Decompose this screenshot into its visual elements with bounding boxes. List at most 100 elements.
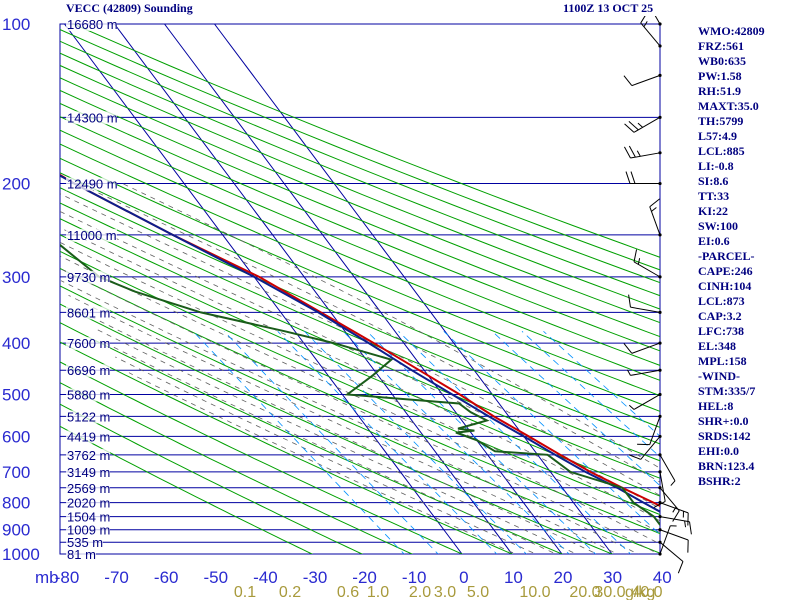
- stability-index: WB0:635: [698, 54, 746, 68]
- wind-barb-halfflag: [637, 122, 644, 128]
- dry-adiabat: [60, 202, 660, 462]
- height-labels: 16680 m 14300 m 12490 m 11000 m 9730 m 8601 m…: [66, 17, 118, 562]
- mixing-ratio-line: [192, 331, 405, 554]
- mixing-ratio-label: 30.0: [594, 584, 625, 600]
- mixing-ratio-label: 0.1: [234, 584, 256, 600]
- isotherm: [114, 23, 513, 555]
- height-label: 81 m: [67, 547, 96, 562]
- dry-adiabat: [60, 102, 660, 352]
- stability-index: SW:100: [698, 219, 738, 233]
- dry-adiabat: [60, 303, 614, 554]
- height-label: 4419 m: [67, 429, 110, 444]
- wind-barb: [623, 145, 662, 159]
- stability-index: CINH:104: [698, 279, 751, 293]
- dry-adiabat: [60, 77, 660, 324]
- dry-adiabat: [60, 116, 660, 366]
- temperature-tick-label: 10: [504, 568, 523, 587]
- stability-index: BRN:123.4: [698, 459, 754, 473]
- mixing-ratio-line: [223, 331, 439, 554]
- dry-adiabat: [60, 218, 660, 479]
- wind-barb: [624, 115, 662, 133]
- height-label: 3762 m: [67, 448, 110, 463]
- moist-adiabat: [82, 312, 598, 554]
- wind-barb-staff: [659, 529, 689, 541]
- wind-barb: [658, 528, 689, 553]
- height-label: 5122 m: [67, 409, 110, 424]
- mixing-ratio-label: 5.0: [467, 584, 489, 600]
- stability-index: SHR+:0.0: [698, 414, 749, 428]
- height-label: 5880 m: [67, 387, 110, 402]
- wind-barb-staff: [649, 416, 661, 445]
- stability-index: LCL:873: [698, 294, 745, 308]
- wind-barb-halfflag: [637, 258, 641, 265]
- wind-barb: [628, 392, 662, 410]
- dry-adiabat: [60, 250, 660, 516]
- dry-adiabat: [60, 64, 660, 310]
- mixing-ratio-label: 0.6: [337, 584, 359, 600]
- height-label: 2020 m: [67, 496, 110, 511]
- mixing-ratio-lines: [192, 331, 660, 554]
- wind-barb-flag: [649, 198, 660, 208]
- wind-barb-base: [658, 151, 662, 155]
- wind-barb-flag: [628, 294, 631, 308]
- temperature-tick-label: 30: [603, 568, 622, 587]
- stability-index: SI:8.6: [698, 174, 728, 188]
- wind-barb-halfflag: [670, 480, 676, 486]
- wind-barb-staff: [659, 525, 671, 555]
- wind-barb-flag: [624, 123, 635, 133]
- temperature-tick-label: -60: [154, 568, 179, 587]
- dry-adiabat: [60, 382, 414, 554]
- mixing-ratio-label: 10.0: [519, 584, 550, 600]
- dry-adiabat: [60, 234, 660, 497]
- wind-barb-flag: [653, 501, 666, 508]
- height-label: 2569 m: [67, 481, 110, 496]
- wind-barb-staff: [630, 306, 661, 313]
- height-label-bg: [66, 18, 117, 31]
- dry-adiabat: [73, 24, 660, 258]
- height-label-bg: [66, 548, 96, 561]
- mixing-ratio-line: [366, 331, 597, 554]
- height-label: 3149 m: [67, 465, 110, 480]
- mixing-ratio-line: [304, 331, 527, 554]
- height-label-bg: [66, 228, 117, 242]
- height-label: 535 m: [67, 535, 103, 550]
- wind-barb-staff: [659, 541, 684, 562]
- dry-adiabat: [60, 143, 660, 397]
- stability-indices: WMO:42809FRZ:561WB0:635PW:1.58RH:51.9MAX…: [698, 24, 765, 488]
- dry-adiabat: [60, 129, 660, 381]
- wind-barb-flag: [623, 146, 631, 159]
- mixing-ratio-label: 2.0: [409, 584, 431, 600]
- height-label: 11000 m: [67, 228, 117, 243]
- dry-adiabat: [60, 157, 660, 412]
- stability-index: MAXT:35.0: [698, 99, 759, 113]
- wind-barb-flag: [628, 145, 636, 158]
- pressure-tick-label: 200: [2, 175, 30, 194]
- wind-barb-flag: [625, 171, 631, 184]
- wind-barb: [653, 470, 666, 508]
- wind-barb-staff: [640, 436, 661, 460]
- stability-index: KI:22: [698, 204, 728, 218]
- pressure-unit-label: mb: [35, 568, 59, 587]
- wind-barb: [658, 525, 677, 556]
- stability-index: LI:-0.8: [698, 159, 734, 173]
- wind-barb-flag: [677, 561, 684, 574]
- dry-adiabat: [60, 40, 660, 284]
- wind-barb-staff: [659, 487, 680, 512]
- wind-barb-halfflag: [651, 207, 657, 212]
- pressure-tick-label: 500: [2, 385, 30, 404]
- wind-barb-flag: [628, 121, 639, 131]
- moist-adiabat: [60, 210, 660, 509]
- mixing-ratio-label: 40.0: [631, 584, 662, 600]
- height-label-bg: [66, 481, 110, 495]
- height-label-bg: [66, 536, 103, 550]
- dewpoint-profile: [60, 243, 660, 526]
- temperature-tick-label: -40: [253, 568, 278, 587]
- height-label: 6696 m: [67, 363, 110, 378]
- stability-index: RH:51.9: [698, 84, 741, 98]
- stability-index: TH:5799: [698, 114, 743, 128]
- wind-barb-flag: [672, 510, 680, 522]
- wind-barb-halfflag: [628, 404, 635, 410]
- wind-barb: [623, 341, 662, 354]
- stability-index: LCL:885: [698, 144, 745, 158]
- mixing-ratio-label: 3.0: [434, 584, 456, 600]
